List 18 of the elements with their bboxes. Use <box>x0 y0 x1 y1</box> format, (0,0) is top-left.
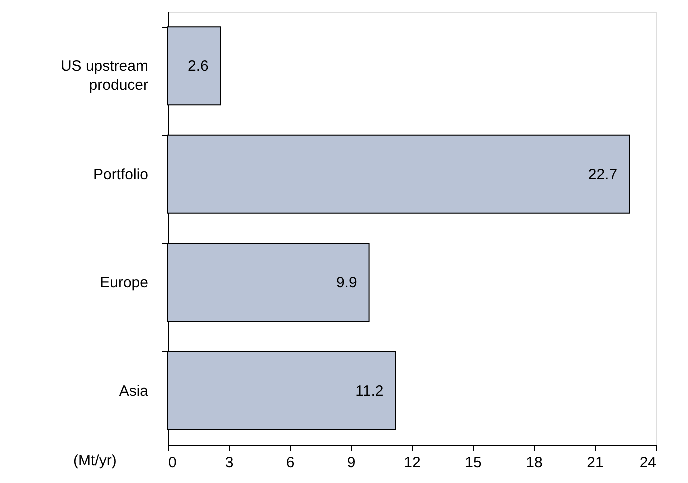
x-tick-label: 24 <box>640 454 656 472</box>
data-label: 9.9 <box>336 274 358 292</box>
x-tick-label: 0 <box>168 454 177 472</box>
x-tick-label: 15 <box>465 454 482 472</box>
x-tick-label: 6 <box>286 454 295 472</box>
x-axis-title: (Mt/yr) <box>74 452 117 470</box>
x-tick-label: 9 <box>347 454 356 472</box>
x-tick-label: 3 <box>225 454 234 472</box>
x-tick-label: 12 <box>404 454 421 472</box>
x-tick-label: 21 <box>587 454 604 472</box>
y-tick-label: US upstream producer <box>60 58 149 94</box>
data-label: 22.7 <box>588 166 618 184</box>
y-tick-label: Europe <box>100 274 148 292</box>
data-label: 2.6 <box>188 58 209 76</box>
data-label: 11.2 <box>356 382 384 400</box>
y-tick-label: Portfolio <box>93 166 148 184</box>
y-tick-label: Asia <box>119 382 150 400</box>
x-tick-label: 18 <box>526 454 543 472</box>
